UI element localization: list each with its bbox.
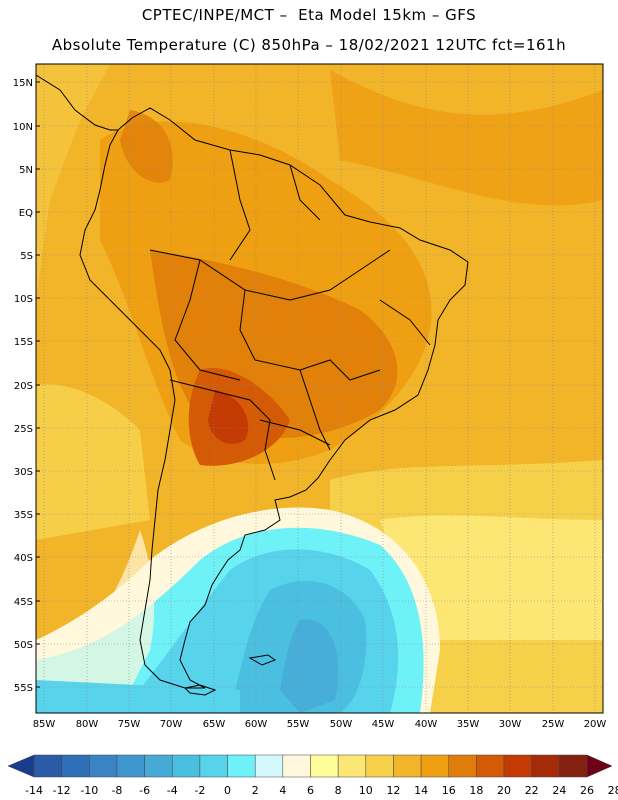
lon-label: 60W xyxy=(245,719,268,730)
map-title-line-1: CPTEC/INPE/MCT – Eta Model 15km – GFS xyxy=(141,6,477,24)
lon-label: 75W xyxy=(118,719,141,730)
colorbar-label: -10 xyxy=(80,784,98,797)
colorbar-label: 12 xyxy=(386,784,400,797)
colorbar-swatch xyxy=(393,754,422,778)
lat-label: 15S xyxy=(14,337,33,348)
lat-label: 30S xyxy=(14,467,33,478)
colorbar-swatch xyxy=(33,754,62,778)
colorbar-label: 10 xyxy=(359,784,373,797)
colorbar-high-arrow xyxy=(586,754,613,778)
colorbar-swatch xyxy=(337,754,367,778)
colorbar-swatch xyxy=(116,754,145,778)
colorbar-swatch xyxy=(476,754,505,778)
lat-label: 5S xyxy=(20,251,33,262)
colorbar-label: -8 xyxy=(111,784,122,797)
colorbar-label: 6 xyxy=(307,784,314,797)
colorbar-label: -4 xyxy=(167,784,178,797)
map-frame xyxy=(35,63,604,714)
colorbar-label: 18 xyxy=(469,784,483,797)
colorbar-swatch xyxy=(282,754,311,778)
lat-label: 15N xyxy=(13,78,33,89)
colorbar-swatch xyxy=(144,754,173,778)
latitude-labels: 15N 10N 5N EQ 5S 10S 15S 20S 25S 30S 35S… xyxy=(13,78,33,694)
colorbar-label: -6 xyxy=(139,784,150,797)
temperature-field xyxy=(36,64,603,713)
lon-label: 45W xyxy=(372,719,395,730)
colorbar-label: 22 xyxy=(525,784,539,797)
colorbar-swatch xyxy=(559,754,588,778)
lon-label: 50W xyxy=(330,719,353,730)
colorbar-label: 4 xyxy=(279,784,286,797)
lat-label: 10N xyxy=(13,122,33,133)
colorbar-swatch xyxy=(310,754,339,778)
colorbar-label: 24 xyxy=(552,784,566,797)
colorbar-label: 26 xyxy=(580,784,594,797)
colorbar-swatch xyxy=(61,754,90,778)
colorbar-swatch xyxy=(365,754,394,778)
colorbar-swatch xyxy=(199,754,228,778)
axis-ticks xyxy=(36,81,40,688)
lat-label: 50S xyxy=(14,640,33,651)
lat-label: EQ xyxy=(19,208,33,219)
longitude-labels: 85W 80W 75W 70W 65W 60W 55W 50W 45W 40W … xyxy=(33,719,607,730)
lon-label: 85W xyxy=(33,719,56,730)
map-gridlines xyxy=(36,64,603,713)
colorbar-label: -14 xyxy=(25,784,43,797)
colorbar-swatch xyxy=(531,754,560,778)
colorbar-swatch xyxy=(227,754,256,778)
lon-label: 70W xyxy=(160,719,183,730)
colorbar-label: 16 xyxy=(442,784,456,797)
colorbar-label: 2 xyxy=(252,784,259,797)
colorbar-label: 0 xyxy=(224,784,231,797)
lon-label: 40W xyxy=(415,719,438,730)
lat-label: 25S xyxy=(14,424,33,435)
lat-label: 5N xyxy=(19,165,33,176)
colorbar-label: 14 xyxy=(414,784,428,797)
colorbar-swatch xyxy=(254,754,284,778)
lon-label: 35W xyxy=(457,719,480,730)
lon-label: 25W xyxy=(542,719,565,730)
colorbar-label: -12 xyxy=(53,784,71,797)
lat-label: 55S xyxy=(14,683,33,694)
lat-label: 40S xyxy=(14,553,33,564)
lon-label: 30W xyxy=(499,719,522,730)
lat-label: 10S xyxy=(14,294,33,305)
colorbar-low-arrow xyxy=(7,754,35,778)
colorbar-swatch xyxy=(172,754,201,778)
lat-label: 20S xyxy=(14,381,33,392)
colorbar-swatch xyxy=(420,754,450,778)
colorbar-label: -2 xyxy=(194,784,205,797)
lon-label: 80W xyxy=(76,719,99,730)
lat-label: 45S xyxy=(14,597,33,608)
colorbar-swatch xyxy=(503,754,532,778)
lon-label: 65W xyxy=(203,719,226,730)
colorbar-label: 20 xyxy=(497,784,511,797)
lon-label: 55W xyxy=(287,719,310,730)
map-title-line-2: Absolute Temperature (C) 850hPa – 18/02/… xyxy=(51,36,567,54)
colorbar-swatch xyxy=(89,754,118,778)
colorbar-swatch xyxy=(448,754,477,778)
lat-label: 35S xyxy=(14,510,33,521)
colorbar-label: 8 xyxy=(335,784,342,797)
colorbar-label: 28 xyxy=(608,784,618,797)
coastlines-and-borders xyxy=(36,74,469,696)
temperature-colorbar: -14 -12 -10 -8 -6 -4 -2 0 2 4 6 8 10 12 14 16 18 20 22 24 26… xyxy=(7,754,618,797)
lon-label: 20W xyxy=(584,719,607,730)
